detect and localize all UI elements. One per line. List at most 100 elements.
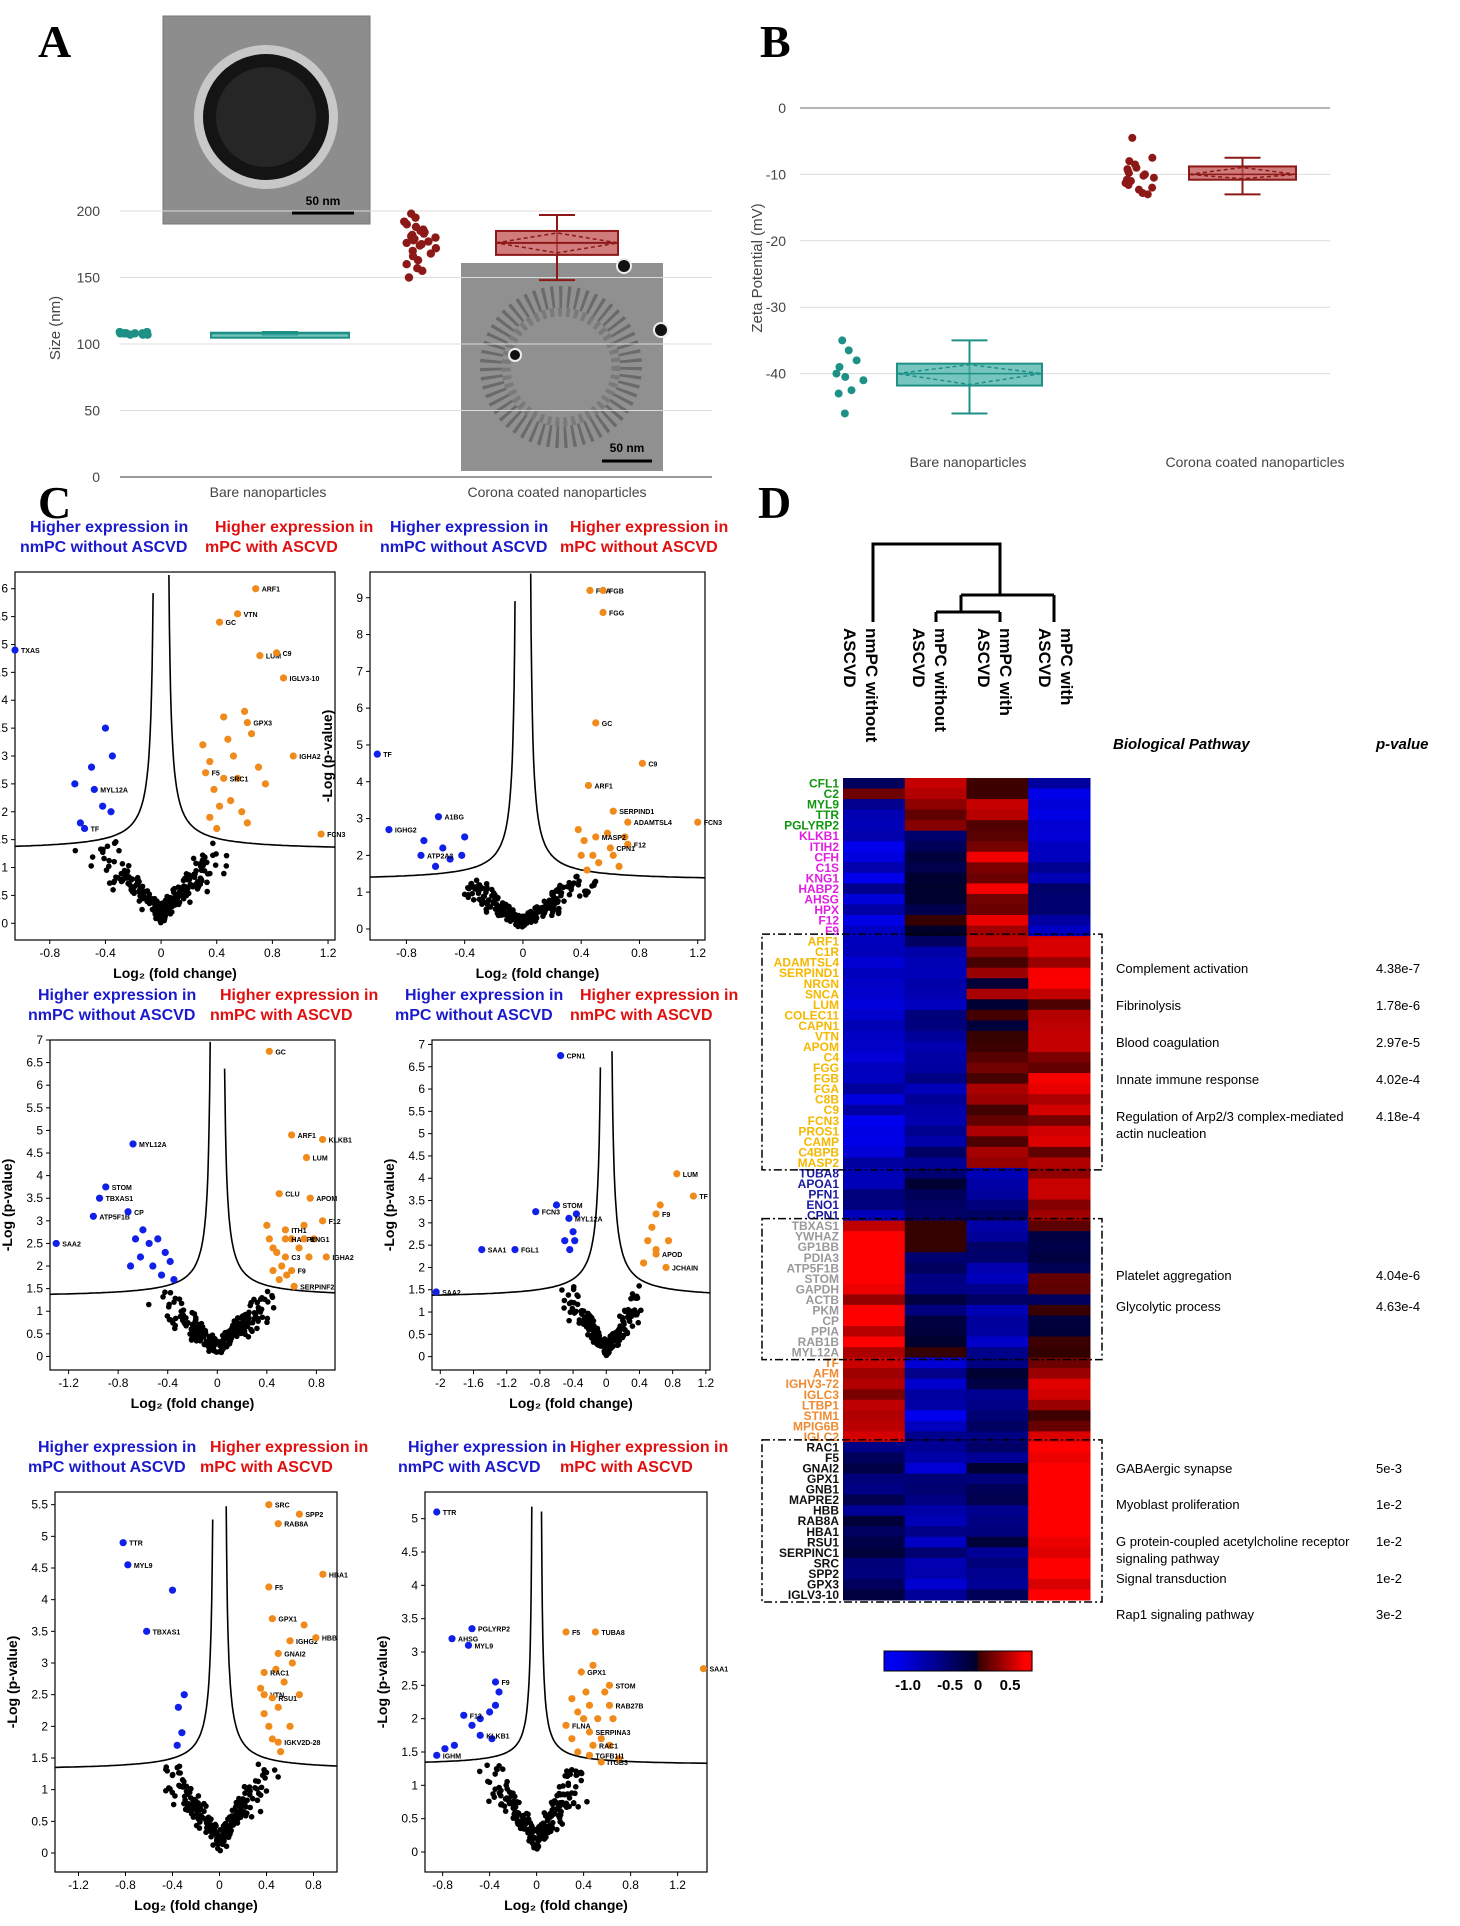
volcano-point-nonsig [205, 1343, 212, 1350]
panel-a-point [402, 220, 412, 229]
panel-b-point [832, 369, 841, 378]
volcano-point-nonsig [566, 1803, 572, 1810]
volcano-point-up [288, 1659, 296, 1667]
heatmap-cell [1028, 1294, 1091, 1306]
tem-image-bare: 50 nm [162, 15, 371, 225]
volcano-plot-5: Higher expression in mPC without ASCVD Hig… [4, 1439, 368, 1913]
volcano-point-nonsig [504, 916, 510, 923]
heatmap-cell [843, 1283, 906, 1295]
volcano-point-nonsig [254, 1325, 260, 1332]
volcano-point-down [180, 1691, 188, 1699]
volcano-point-nonsig [110, 887, 116, 893]
heatmap-cell [1028, 925, 1091, 937]
heatmap-cell [966, 1568, 1029, 1580]
panel-b-point [1132, 163, 1141, 172]
volcano-y-tick: 0 [356, 922, 363, 936]
heatmap-cell [966, 1157, 1029, 1169]
volcano-point-labeled [124, 1208, 132, 1216]
volcano-point-nonsig [116, 847, 122, 854]
heatmap-cell [1028, 1220, 1091, 1232]
scale-bar-label-2: 50 nm [610, 441, 645, 455]
volcano-gene-label: STOM [615, 1683, 635, 1690]
volcano-gene-label: IGKV2D-28 [284, 1740, 320, 1747]
volcano-y-tick: 6 [36, 1078, 43, 1092]
volcano-point-labeled [562, 1628, 570, 1636]
volcano-point-nonsig [206, 1348, 212, 1354]
volcano-gene-label: TGFB1I1 [596, 1753, 625, 1760]
volcano-point-labeled [319, 1135, 327, 1144]
volcano-x-label: Log₂ (fold change) [509, 1395, 633, 1411]
heatmap-cell [1028, 1041, 1091, 1053]
heatmap-cell [904, 1052, 967, 1064]
panel-a-y-tick: 100 [77, 336, 101, 352]
volcano-point-up [601, 1688, 609, 1696]
volcano-point-nonsig [163, 898, 170, 904]
volcano-y-tick: 5.5 [31, 1498, 48, 1512]
volcano-y-tick: 3.5 [26, 1191, 43, 1205]
volcano-point-labeled [592, 833, 600, 841]
colorbar-segment [967, 1651, 971, 1671]
heatmap-cell [966, 1389, 1029, 1401]
panel-a-y-tick: 150 [77, 270, 101, 286]
heatmap-cell [966, 830, 1029, 842]
volcano-y-tick: 3 [356, 812, 363, 826]
heatmap-cell [843, 1104, 906, 1116]
heatmap-cell [1028, 1115, 1091, 1127]
colorbar-segment [1009, 1651, 1013, 1671]
heatmap-cell [966, 1252, 1029, 1264]
heatmap-cell [904, 999, 967, 1011]
volcano-point-nonsig [248, 1326, 254, 1333]
heatmap-cell [843, 862, 906, 874]
volcano-point-nonsig [245, 1333, 252, 1340]
panel-a-point [119, 329, 128, 338]
volcano-point-labeled [373, 750, 381, 758]
panel-c-letter: C [38, 477, 71, 528]
volcano-y-tick: 1 [36, 1304, 43, 1318]
volcano-point-labeled [281, 1226, 290, 1234]
volcano-y-tick: 3 [418, 1216, 425, 1230]
heatmap-row-label: LUM [813, 998, 839, 1012]
volcano-point-nonsig [590, 1339, 597, 1345]
heatmap-cell [904, 1463, 967, 1475]
volcano-point-nonsig [233, 1799, 240, 1806]
heatmap-row-label: FCN3 [808, 1114, 840, 1128]
heatmap-cell [966, 1589, 1029, 1601]
volcano-point-labeled [302, 1153, 311, 1162]
heatmap-cell [904, 830, 967, 842]
volcano-point-nonsig [106, 880, 113, 886]
volcano-point-down [441, 1745, 449, 1753]
volcano-point-down [420, 837, 428, 845]
volcano-y-tick: 1 [411, 1778, 418, 1792]
heatmap-column-label: ASCVD [1035, 628, 1054, 688]
heatmap-cell [843, 1073, 906, 1085]
volcano-gene-label: C9 [648, 761, 657, 768]
volcano-point-nonsig [228, 1822, 234, 1829]
volcano-point-nonsig [204, 879, 210, 886]
volcano-point-nonsig [229, 1807, 236, 1814]
volcano-y-tick: 5 [418, 1127, 425, 1141]
volcano-point-nonsig [619, 1314, 626, 1321]
volcano-point-nonsig [255, 1304, 262, 1311]
volcano-point-labeled [589, 1741, 597, 1749]
volcano-point-nonsig [106, 857, 112, 864]
heatmap-cell [843, 978, 906, 990]
heatmap-cell [966, 862, 1029, 874]
heatmap-cell [843, 1368, 906, 1380]
heatmap-cell [843, 967, 906, 979]
volcano-point-labeled [281, 1253, 290, 1261]
volcano-point-nonsig [557, 1812, 564, 1818]
heatmap-cell [904, 946, 967, 958]
volcano-point-nonsig [565, 1780, 572, 1787]
heatmap-cell [904, 1505, 967, 1517]
heatmap-cell [1028, 1441, 1091, 1453]
heatmap-row-label: RSU1 [807, 1535, 839, 1549]
volcano-y-tick: 4.5 [401, 1545, 418, 1559]
volcano-point-nonsig [619, 1334, 626, 1341]
volcano-point-nonsig [228, 1335, 235, 1342]
volcano-point-nonsig [588, 1332, 595, 1339]
volcano-point-down [149, 1262, 157, 1270]
volcano-point-down [569, 1228, 577, 1236]
volcano-point-up [621, 833, 629, 841]
panel-b-point [1124, 181, 1133, 190]
colorbar-segment [958, 1651, 962, 1671]
